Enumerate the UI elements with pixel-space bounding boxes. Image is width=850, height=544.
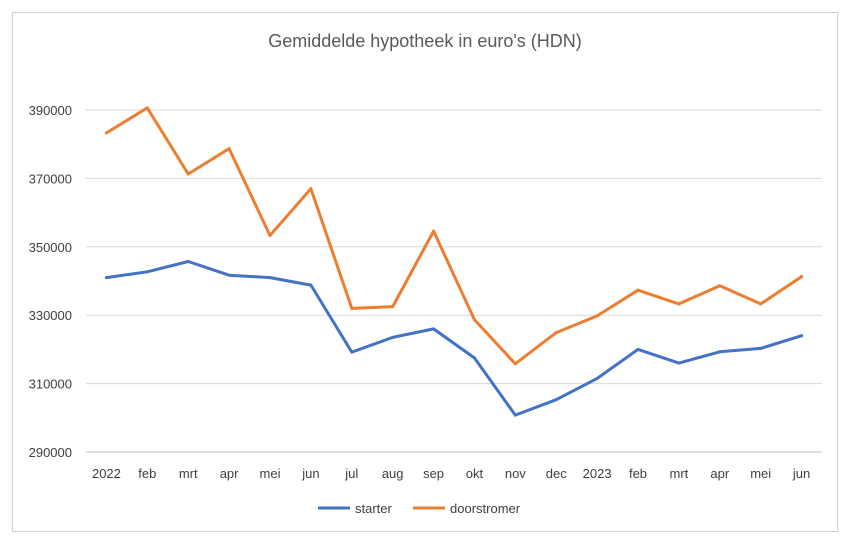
x-tick-label: okt (466, 466, 484, 481)
x-tick-label: aug (382, 466, 404, 481)
data-point-starter (513, 413, 517, 417)
data-point-doorstromer (636, 288, 640, 292)
x-tick-label: 2022 (92, 466, 121, 481)
y-tick-label: 290000 (29, 445, 72, 460)
data-point-doorstromer (391, 305, 395, 309)
y-tick-label: 310000 (29, 377, 72, 392)
data-point-starter (104, 276, 108, 280)
data-point-starter (718, 350, 722, 354)
legend-label-doorstromer: doorstromer (450, 501, 521, 516)
data-point-starter (186, 260, 190, 264)
y-tick-label: 330000 (29, 308, 72, 323)
x-tick-label: jul (344, 466, 358, 481)
x-tick-label: apr (220, 466, 239, 481)
data-point-doorstromer (718, 284, 722, 288)
x-tick-label: jun (792, 466, 810, 481)
series-lines (104, 106, 804, 417)
data-point-doorstromer (145, 106, 149, 110)
data-point-starter (595, 376, 599, 380)
x-tick-label: nov (505, 466, 526, 481)
data-point-starter (677, 361, 681, 365)
data-point-starter (432, 327, 436, 331)
data-point-doorstromer (268, 234, 272, 238)
data-point-starter (759, 346, 763, 350)
y-tick-label: 370000 (29, 171, 72, 186)
data-point-doorstromer (227, 147, 231, 151)
x-tick-label: mrt (669, 466, 688, 481)
data-point-doorstromer (472, 318, 476, 322)
x-tick-label: 2023 (583, 466, 612, 481)
gridlines (86, 109, 822, 453)
x-tick-label: mei (750, 466, 771, 481)
data-point-doorstromer (309, 187, 313, 191)
y-tick-label: 350000 (29, 240, 72, 255)
legend-label-starter: starter (355, 501, 393, 516)
data-point-starter (554, 398, 558, 402)
y-axis-ticks: 290000 310000 330000 350000 370000 390000 (29, 103, 72, 460)
data-point-starter (145, 270, 149, 274)
data-point-doorstromer (513, 362, 517, 366)
x-tick-label: apr (710, 466, 729, 481)
series-line-starter (104, 260, 804, 417)
data-point-doorstromer (759, 302, 763, 306)
data-point-starter (268, 276, 272, 280)
data-point-doorstromer (432, 229, 436, 233)
x-tick-label: jun (301, 466, 319, 481)
data-point-starter (472, 356, 476, 360)
data-point-starter (350, 350, 354, 354)
x-tick-label: mrt (179, 466, 198, 481)
x-tick-label: feb (629, 466, 647, 481)
x-tick-label: feb (138, 466, 156, 481)
chart-title: Gemiddelde hypotheek in euro's (HDN) (268, 31, 582, 51)
data-point-starter (391, 335, 395, 339)
legend: starter doorstromer (318, 501, 521, 516)
data-point-doorstromer (595, 314, 599, 318)
data-point-starter (227, 273, 231, 277)
y-tick-label: 390000 (29, 103, 72, 118)
data-point-starter (309, 283, 313, 287)
data-point-doorstromer (350, 306, 354, 310)
data-point-starter (636, 347, 640, 351)
data-point-doorstromer (104, 131, 108, 135)
x-tick-label: mei (260, 466, 281, 481)
x-tick-label: dec (546, 466, 567, 481)
data-point-doorstromer (800, 275, 804, 279)
x-tick-label: sep (423, 466, 444, 481)
x-axis-ticks: 2022 feb mrt apr mei jun jul aug sep okt nov dec 202… (92, 466, 810, 481)
data-point-doorstromer (186, 172, 190, 176)
data-point-starter (800, 334, 804, 338)
data-point-doorstromer (677, 302, 681, 306)
series-line-doorstromer (104, 106, 804, 366)
data-point-doorstromer (554, 331, 558, 335)
